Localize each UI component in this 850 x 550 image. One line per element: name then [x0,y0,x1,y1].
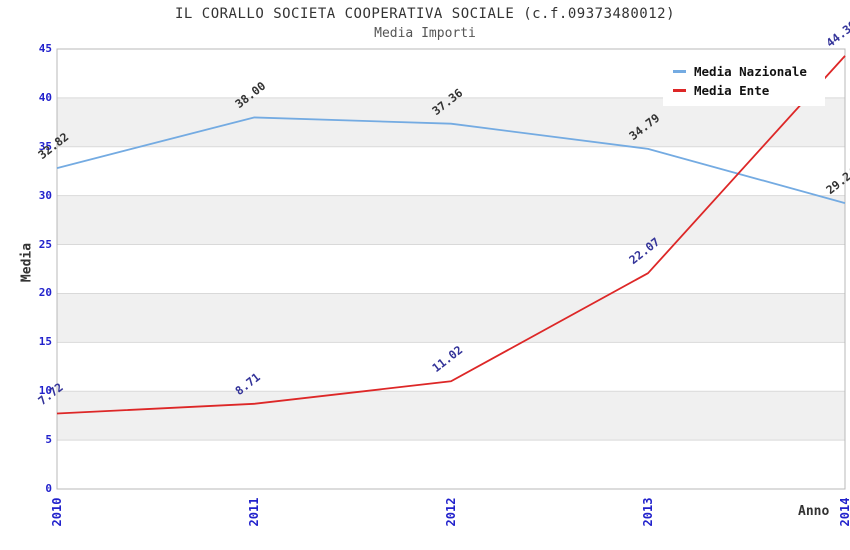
x-tick-label: 2014 [838,497,850,527]
series-line-media-nazionale [56,116,846,204]
x-tick-label: 2010 [50,497,64,527]
legend-label-media-nazionale: Media Nazionale [694,64,807,79]
y-tick-label: 30 [38,188,52,202]
y-tick-label: 20 [38,286,52,300]
band [57,97,845,147]
band [57,391,845,441]
y-tick-label: 45 [38,42,52,55]
y-tick-label: 25 [38,237,52,251]
x-axis-title: Anno [798,504,830,519]
legend-item-media-ente: Media Ente [673,81,825,100]
y-tick-label: 0 [45,482,52,495]
x-tick-label: 2011 [247,497,261,527]
series-line-media-ente [56,55,846,415]
x-tick-label: 2012 [444,497,458,527]
y-tick-label: 15 [38,335,52,349]
legend-label-media-ente: Media Ente [694,83,770,98]
band [57,195,845,245]
band [57,293,845,343]
y-tick-label: 10 [38,384,52,398]
y-tick-label: 5 [45,433,52,447]
y-tick-label: 40 [38,90,52,104]
legend-line-swatch-blue [673,70,686,73]
legend-line-swatch-red [673,89,686,92]
legend: Media Nazionale Media Ente [663,56,825,106]
plot-border [56,48,846,490]
legend-item-media-nazionale: Media Nazionale [673,62,825,81]
y-tick-label: 35 [38,139,52,153]
x-tick-label: 2013 [641,497,655,527]
chart-title: IL CORALLO SOCIETA COOPERATIVA SOCIALE (… [174,6,675,22]
chart-subtitle: Media Importi [374,26,476,41]
